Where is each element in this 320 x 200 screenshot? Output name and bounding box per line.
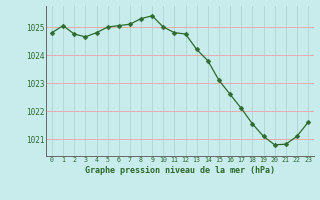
X-axis label: Graphe pression niveau de la mer (hPa): Graphe pression niveau de la mer (hPa): [85, 166, 275, 175]
